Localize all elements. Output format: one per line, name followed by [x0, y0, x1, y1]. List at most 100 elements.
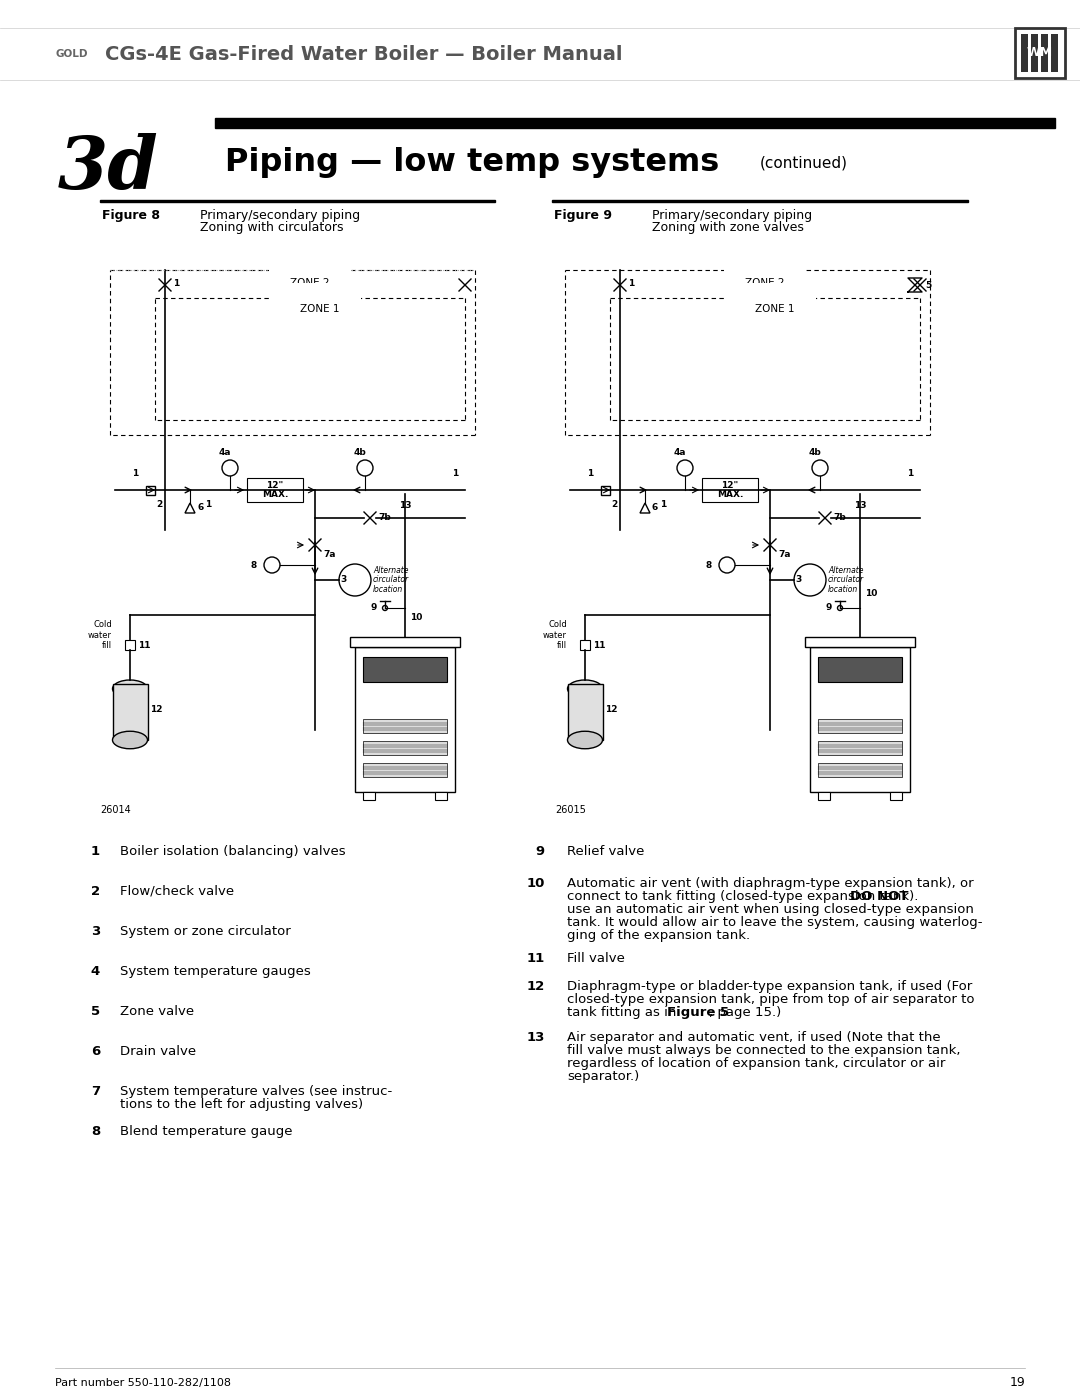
Bar [247, 478, 303, 502]
Text: 8: 8 [251, 560, 257, 570]
Bar [552, 200, 968, 203]
Text: circulator: circulator [828, 576, 864, 584]
Text: circulator: circulator [373, 576, 409, 584]
Text: Figure 8: Figure 8 [102, 210, 160, 222]
Bar [1051, 34, 1058, 73]
Text: 1: 1 [132, 469, 138, 478]
Text: 7a: 7a [323, 550, 336, 559]
Circle shape [812, 460, 828, 476]
Text: System or zone circulator: System or zone circulator [120, 925, 291, 937]
Text: Alternate: Alternate [373, 566, 408, 576]
Bar [355, 647, 455, 792]
Text: fill valve must always be connected to the expansion tank,: fill valve must always be connected to t… [567, 1044, 960, 1058]
Text: ZONE 2: ZONE 2 [291, 278, 329, 288]
Text: 12: 12 [527, 981, 545, 993]
Circle shape [677, 460, 693, 476]
Text: separator.): separator.) [567, 1070, 639, 1083]
Circle shape [357, 460, 373, 476]
Bar [818, 740, 902, 754]
Bar [818, 763, 902, 777]
Text: (continued): (continued) [760, 155, 848, 170]
Text: Flow/check valve: Flow/check valve [120, 886, 234, 898]
Text: Primary/secondary piping: Primary/secondary piping [200, 210, 360, 222]
Text: 6: 6 [197, 503, 203, 513]
Text: 3d: 3d [58, 133, 159, 204]
Ellipse shape [567, 731, 603, 749]
Bar [146, 486, 154, 495]
Text: Zoning with circulators: Zoning with circulators [200, 222, 343, 235]
Text: DO NOT: DO NOT [851, 890, 909, 902]
Text: tank fitting as in: tank fitting as in [567, 1006, 680, 1018]
Text: 1: 1 [907, 469, 913, 478]
Text: Primary/secondary piping: Primary/secondary piping [652, 210, 812, 222]
Text: 4b: 4b [353, 448, 366, 457]
Bar [1015, 28, 1065, 78]
Text: 4a: 4a [674, 448, 686, 457]
Text: 10: 10 [865, 588, 877, 598]
Bar [1041, 34, 1048, 73]
Text: 10: 10 [410, 612, 422, 622]
Text: 13: 13 [399, 502, 411, 510]
Text: location: location [373, 585, 403, 594]
Text: Alternate: Alternate [828, 566, 864, 576]
Text: 2: 2 [611, 500, 618, 509]
Text: 1: 1 [586, 469, 593, 478]
Text: System temperature gauges: System temperature gauges [120, 965, 311, 978]
Ellipse shape [112, 680, 148, 697]
Text: 26014: 26014 [100, 805, 131, 814]
Text: Fill valve: Fill valve [567, 951, 625, 965]
Text: Part number 550-110-282/1108: Part number 550-110-282/1108 [55, 1377, 231, 1389]
Text: tank. It would allow air to leave the system, causing waterlog-: tank. It would allow air to leave the sy… [567, 916, 983, 929]
Text: Zoning with zone valves: Zoning with zone valves [652, 222, 804, 235]
Text: Zone valve: Zone valve [120, 1004, 194, 1018]
Text: 10: 10 [527, 877, 545, 890]
Text: Drain valve: Drain valve [120, 1045, 197, 1058]
Text: 8: 8 [91, 1125, 100, 1139]
Text: 1: 1 [451, 469, 458, 478]
Text: closed-type expansion tank, pipe from top of air separator to: closed-type expansion tank, pipe from to… [567, 993, 974, 1006]
Bar [818, 792, 831, 800]
Text: Boiler isolation (balancing) valves: Boiler isolation (balancing) valves [120, 845, 346, 858]
Text: Cold
water
fill: Cold water fill [543, 620, 567, 650]
Text: Blend temperature gauge: Blend temperature gauge [120, 1125, 293, 1139]
Text: 2: 2 [91, 886, 100, 898]
Text: location: location [828, 585, 859, 594]
Text: 13: 13 [527, 1031, 545, 1044]
Text: System temperature valves (see instruc-: System temperature valves (see instruc- [120, 1085, 392, 1098]
Text: 2: 2 [156, 500, 162, 509]
Bar [363, 657, 447, 682]
Bar [818, 657, 902, 682]
Text: 4b: 4b [809, 448, 822, 457]
Bar [363, 719, 447, 733]
Bar [435, 792, 447, 800]
Text: 11: 11 [527, 951, 545, 965]
Text: 12: 12 [605, 705, 618, 714]
Text: 3: 3 [91, 925, 100, 937]
Text: GOLD: GOLD [55, 49, 87, 59]
Text: 11: 11 [593, 640, 606, 650]
Bar [580, 640, 590, 650]
Bar [363, 792, 375, 800]
Bar [215, 117, 1055, 129]
Text: 19: 19 [1009, 1376, 1025, 1390]
Text: ZONE 1: ZONE 1 [755, 305, 795, 314]
Text: 1: 1 [205, 500, 211, 509]
Text: 3: 3 [796, 576, 802, 584]
Text: 12: 12 [150, 705, 162, 714]
Bar [1021, 34, 1028, 73]
Text: 11: 11 [138, 640, 150, 650]
Text: 8: 8 [705, 560, 712, 570]
Bar [100, 200, 495, 203]
Text: 6: 6 [652, 503, 658, 513]
Text: Piping — low temp systems: Piping — low temp systems [225, 148, 719, 179]
Text: 1: 1 [91, 845, 100, 858]
Bar [125, 640, 135, 650]
Text: 13: 13 [854, 502, 866, 510]
Bar [818, 719, 902, 733]
Text: 9: 9 [370, 604, 377, 612]
Text: 9: 9 [536, 845, 545, 858]
Bar [805, 637, 915, 647]
Text: 9: 9 [825, 604, 832, 612]
Text: 3: 3 [341, 576, 347, 584]
Bar [810, 647, 910, 792]
